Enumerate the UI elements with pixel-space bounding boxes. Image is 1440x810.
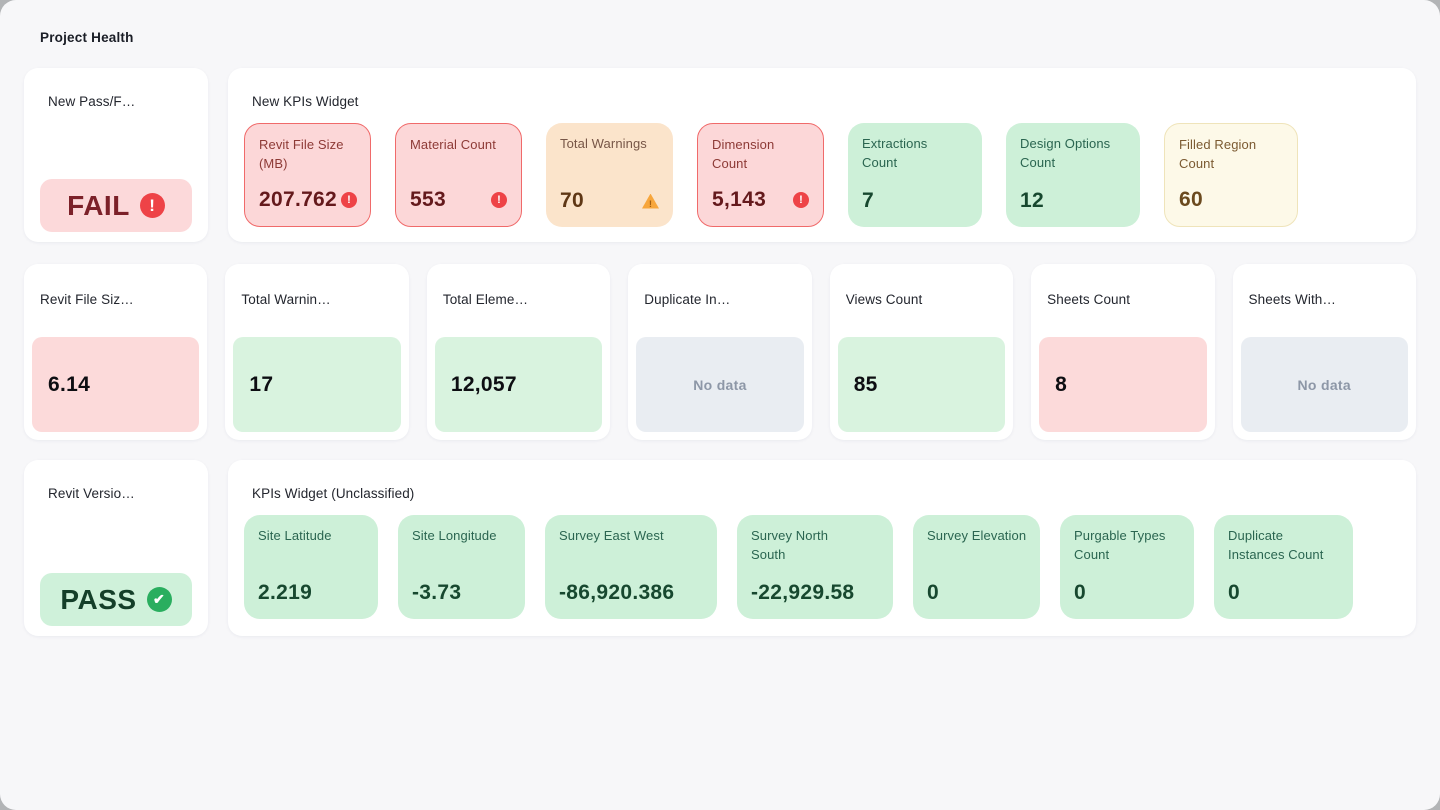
card-title: KPIs Widget (Unclassified): [252, 486, 415, 501]
card-title: Total Warnin…: [241, 292, 331, 307]
kpi-tile-survey-east-west[interactable]: Survey East West -86,920.386: [545, 515, 717, 619]
kpi-tile-site-longitude[interactable]: Site Longitude -3.73: [398, 515, 525, 619]
metric-card-total-elements[interactable]: Total Eleme… 12,057: [426, 264, 611, 440]
page-title: Project Health: [40, 30, 134, 45]
kpis-widget-unclassified-card[interactable]: KPIs Widget (Unclassified) Site Latitude…: [228, 460, 1416, 636]
kpi-label: Duplicate Instances Count: [1228, 528, 1324, 562]
kpi-value: 7: [862, 189, 874, 212]
kpi-value: -22,929.58: [751, 581, 855, 604]
kpi-tile-design-options-count[interactable]: Design Options Count 12: [1006, 123, 1140, 227]
kpi-tile-material-count[interactable]: Material Count 553: [395, 123, 522, 227]
metric-card-sheets-with[interactable]: Sheets With… No data: [1232, 264, 1416, 440]
kpi-tile-extractions-count[interactable]: Extractions Count 7: [848, 123, 982, 227]
card-title: New KPIs Widget: [252, 94, 359, 109]
error-circle-icon: [793, 192, 809, 208]
value-block: No data: [636, 337, 804, 432]
metric-value: 6.14: [48, 372, 91, 396]
card-title: Revit Versio…: [48, 486, 135, 501]
kpi-tile-dimension-count[interactable]: Dimension Count 5,143: [697, 123, 824, 227]
kpi-label: Dimension Count: [712, 137, 775, 171]
no-data-label: No data: [1297, 376, 1351, 393]
kpi-label: Survey Elevation: [927, 528, 1027, 543]
warning-triangle-icon: [642, 193, 659, 209]
row-top: New Pass/F… FAIL New KPIs Widget Revit F…: [24, 68, 1416, 242]
status-badge-pass: PASS: [40, 573, 192, 626]
kpi-label: Survey East West: [559, 528, 664, 543]
metric-card-duplicate-instances[interactable]: Duplicate In… No data: [628, 264, 812, 440]
pass-fail-card-new[interactable]: New Pass/F… FAIL: [24, 68, 208, 242]
status-badge-fail: FAIL: [40, 179, 192, 232]
kpi-value: -86,920.386: [559, 581, 675, 604]
kpi-tile-row: Revit File Size (MB) 207.762 Material Co…: [244, 123, 1400, 227]
kpi-label: Site Latitude: [258, 528, 332, 543]
fail-label: FAIL: [67, 189, 130, 221]
kpi-value: -3.73: [412, 581, 462, 604]
new-kpis-widget-card[interactable]: New KPIs Widget Revit File Size (MB) 207…: [228, 68, 1416, 242]
value-block: No data: [1240, 337, 1408, 432]
kpi-label: Total Warnings: [560, 136, 647, 151]
kpi-tile-survey-north-south[interactable]: Survey North South -22,929.58: [737, 515, 893, 619]
metric-card-views-count[interactable]: Views Count 85: [829, 264, 1014, 440]
kpi-value: 12: [1020, 189, 1044, 212]
card-title: Duplicate In…: [644, 292, 731, 307]
kpi-tile-revit-file-size[interactable]: Revit File Size (MB) 207.762: [244, 123, 371, 227]
kpi-value: 0: [1228, 581, 1240, 604]
kpi-tile-total-warnings[interactable]: Total Warnings 70: [546, 123, 673, 227]
kpi-value: 0: [1074, 581, 1086, 604]
check-circle-icon: [146, 587, 172, 612]
kpi-value: 70: [560, 189, 584, 212]
kpi-label: Purgable Types Count: [1074, 528, 1166, 562]
metric-card-total-warnings[interactable]: Total Warnin… 17: [225, 264, 409, 440]
card-title: Revit File Siz…: [40, 292, 134, 307]
kpi-label: Design Options Count: [1020, 136, 1111, 170]
kpi-value: 5,143: [712, 188, 767, 211]
value-block: 6.14: [32, 337, 200, 432]
kpi-value: 0: [927, 581, 939, 604]
kpi-label: Site Longitude: [412, 528, 497, 543]
kpi-value: 553: [410, 188, 446, 211]
kpi-value: 60: [1179, 188, 1203, 211]
kpi-label: Revit File Size (MB): [259, 137, 344, 171]
card-title: New Pass/F…: [48, 94, 136, 109]
metric-value: 12,057: [450, 372, 517, 396]
value-block: 17: [233, 337, 401, 432]
card-title: Sheets With…: [1248, 292, 1337, 307]
kpi-label: Extractions Count: [862, 136, 928, 170]
kpi-tile-filled-region-count[interactable]: Filled Region Count 60: [1164, 123, 1298, 227]
kpi-value: 207.762: [259, 188, 338, 211]
kpi-tile-duplicate-instances-count[interactable]: Duplicate Instances Count 0: [1214, 515, 1353, 619]
error-circle-icon: [139, 193, 165, 218]
error-circle-icon: [341, 192, 358, 208]
pass-fail-card-revit-version[interactable]: Revit Versio… PASS: [24, 460, 208, 636]
value-block: 12,057: [434, 337, 603, 432]
kpi-label: Filled Region Count: [1179, 137, 1257, 171]
metric-value: 85: [853, 372, 878, 396]
kpi-label: Survey North South: [751, 528, 829, 562]
value-block: 85: [837, 337, 1006, 432]
metric-card-sheets-count[interactable]: Sheets Count 8: [1031, 264, 1215, 440]
pass-label: PASS: [60, 583, 137, 615]
card-title: Total Eleme…: [442, 292, 529, 307]
error-circle-icon: [491, 192, 507, 208]
card-title: Sheets Count: [1047, 292, 1131, 307]
kpi-tile-purgable-types-count[interactable]: Purgable Types Count 0: [1060, 515, 1194, 619]
kpi-tile-site-latitude[interactable]: Site Latitude 2.219: [244, 515, 378, 619]
kpi-value: 2.219: [258, 581, 313, 604]
value-block: 8: [1039, 337, 1207, 432]
row-middle: Revit File Siz… 6.14 Total Warnin… 17 To…: [24, 264, 1416, 440]
no-data-label: No data: [693, 376, 747, 393]
row-bottom: Revit Versio… PASS KPIs Widget (Unclassi…: [24, 460, 1416, 636]
kpi-tile-row: Site Latitude 2.219 Site Longitude -3.73…: [244, 515, 1400, 619]
kpi-label: Material Count: [410, 137, 496, 152]
metric-value: 8: [1055, 372, 1068, 396]
metric-card-revit-file-size[interactable]: Revit File Siz… 6.14: [24, 264, 208, 440]
card-title: Views Count: [845, 292, 923, 307]
metric-value: 17: [249, 372, 274, 396]
kpi-tile-survey-elevation[interactable]: Survey Elevation 0: [913, 515, 1040, 619]
